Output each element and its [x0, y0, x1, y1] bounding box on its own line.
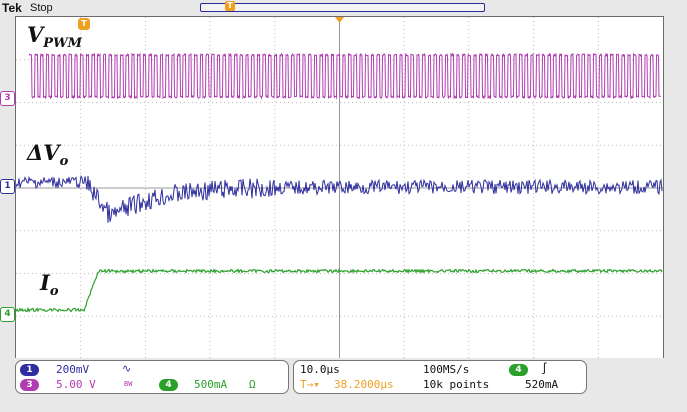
ch1-scale: 200mV [56, 363, 90, 376]
acquisition-mode: Stop [30, 2, 53, 14]
timebase-trigger-panel[interactable]: 10.0µs 100MS/s 4 ∫ T→▾ 38.2000µs 10k poi… [293, 360, 587, 394]
ch4-io-waveform [16, 268, 663, 313]
trigger-position-icon [335, 17, 344, 23]
record-trigger-marker-icon: T [225, 1, 235, 11]
vpwm-label: VPWM [27, 22, 83, 52]
brand-logo: Tek [2, 1, 22, 15]
waveform-display[interactable] [15, 16, 664, 360]
ch3-bandwidth-icon: BW [124, 380, 133, 388]
trigger-marker-icon: T [78, 18, 90, 30]
trigger-level: 520mA [525, 378, 559, 391]
io-label: Io [40, 270, 59, 300]
ch1-delta-vo-waveform [16, 174, 663, 223]
ch3-badge[interactable]: 3 [20, 379, 39, 391]
ch4-scale: 500mA [194, 378, 228, 391]
ch3-vpwm-waveform [28, 52, 661, 100]
ch3-level-marker[interactable]: 3 [0, 91, 15, 106]
trigger-position-value: 38.2000µs [334, 378, 394, 391]
graticule [16, 17, 663, 359]
timebase-value: 10.0µs [300, 363, 340, 376]
ch1-coupling-icon: ∿ [122, 362, 132, 375]
ch4-badge[interactable]: 4 [159, 379, 178, 391]
ch3-scale: 5.00 V [56, 378, 96, 391]
ch1-level-marker[interactable]: 1 [0, 179, 15, 194]
ch4-termination-icon: Ω [249, 378, 256, 391]
record-view-bar[interactable] [200, 3, 485, 12]
trigger-source-badge[interactable]: 4 [509, 364, 528, 376]
trigger-position-arrow-icon: T→▾ [300, 378, 320, 391]
top-bar: Tek Stop T [0, 0, 687, 16]
channel-settings-panel[interactable]: 1 200mV ∿ 3 5.00 V BW 4 500mA Ω [15, 360, 289, 394]
delta-vo-label: ΔVo [27, 140, 69, 170]
trigger-slope-icon: ∫ [541, 362, 548, 375]
sample-rate: 100MS/s [423, 363, 470, 376]
status-bar: 1 200mV ∿ 3 5.00 V BW 4 500mA Ω 10.0µs 1… [0, 358, 687, 412]
ch1-badge[interactable]: 1 [20, 364, 39, 376]
ch4-level-marker[interactable]: 4 [0, 307, 15, 322]
record-length: 10k points [423, 378, 490, 391]
